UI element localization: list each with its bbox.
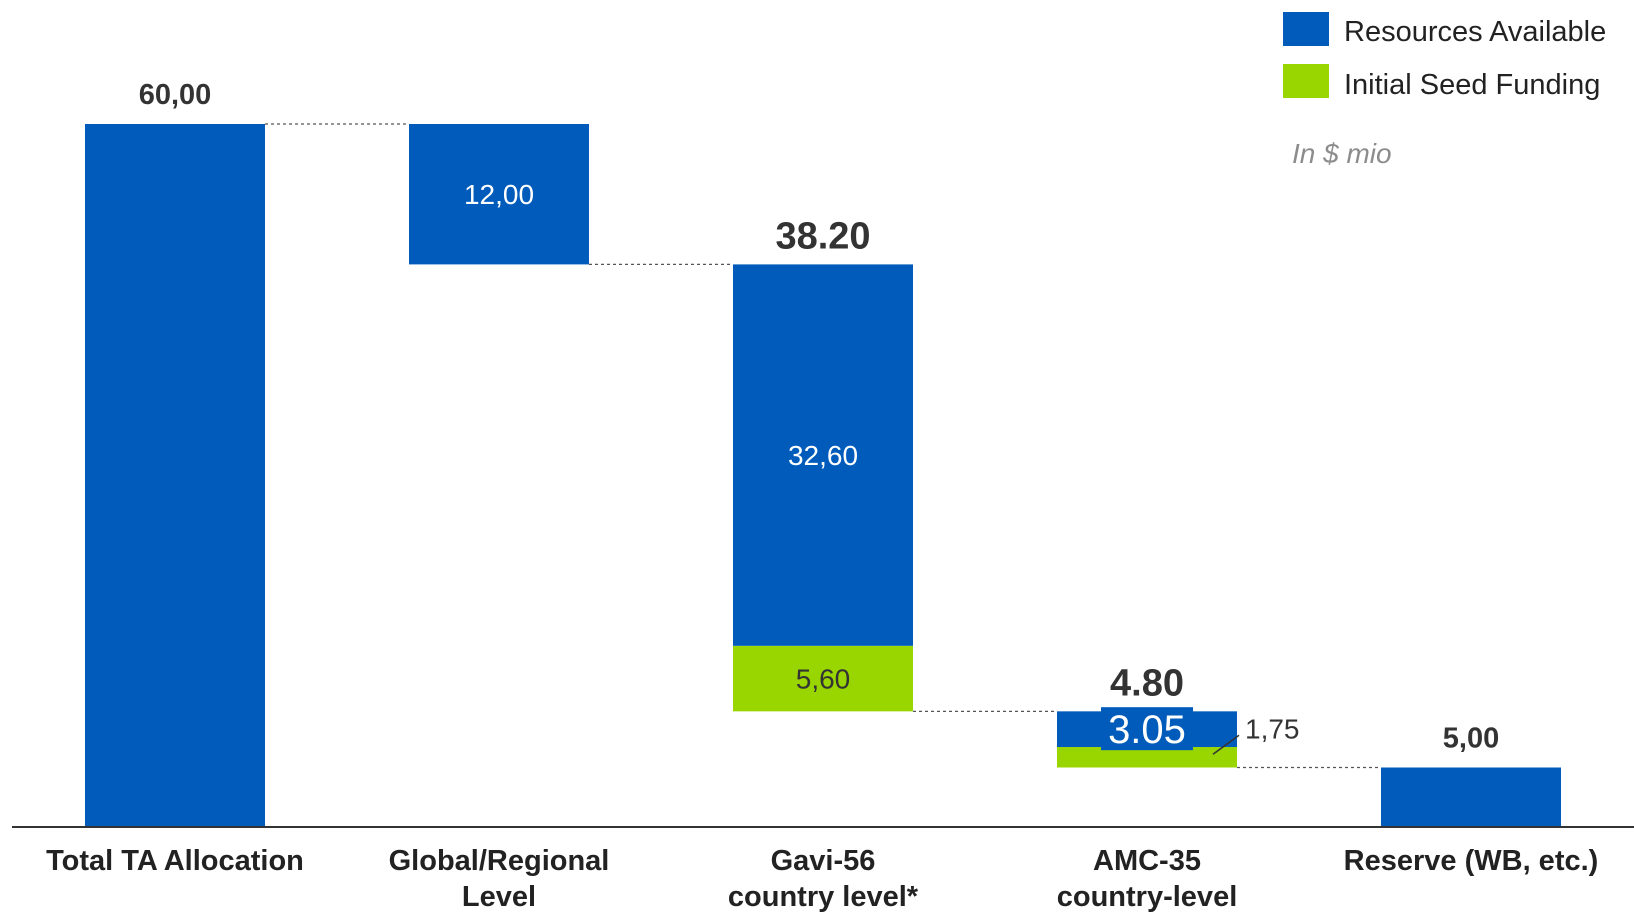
category-label: country level* (728, 881, 919, 913)
total-label: 5,00 (1443, 723, 1499, 755)
category-label: Level (462, 881, 536, 913)
legend-label-resources-available: Resources Available (1344, 16, 1606, 48)
segment-label-box (1101, 707, 1193, 751)
category-labels: Total TA Allocation Global/Regional Level G… (46, 845, 1598, 913)
legend-label-initial-seed-funding: Initial Seed Funding (1344, 69, 1600, 101)
value-labels: 60,00 12,00 5,60 32,60 38.20 1,75 3.054.80 5,00 (139, 79, 1499, 755)
bar-segment-0-0 (85, 124, 265, 826)
category-label: Global/Regional (389, 845, 610, 877)
segment-label: 3.05 (1108, 708, 1186, 752)
segment-label: 5,60 (796, 664, 851, 695)
category-label: Reserve (WB, etc.) (1344, 845, 1599, 877)
total-label: 38.20 (775, 215, 870, 257)
legend: Resources Available Initial Seed Funding (1283, 12, 1606, 101)
segment-label: 1,75 (1245, 713, 1300, 744)
bar-segment-1-0 (409, 124, 589, 265)
unit-note: In $ mio (1292, 138, 1392, 169)
bar-segments (85, 124, 1561, 826)
legend-swatch-initial-seed-funding (1283, 64, 1329, 98)
bar-segment-4-0 (1381, 767, 1561, 826)
legend-swatch-resources-available (1283, 12, 1329, 46)
total-label: 60,00 (139, 79, 212, 111)
bar-segment-2-1 (733, 264, 913, 646)
segment-label: 12,00 (464, 179, 534, 210)
category-label: country-level (1057, 881, 1238, 913)
leader-line (1212, 734, 1240, 755)
bar-segment-2-0 (733, 645, 913, 712)
category-label: Gavi-56 (771, 845, 876, 877)
segment-label: 32,60 (788, 440, 858, 471)
category-label: Total TA Allocation (46, 845, 304, 877)
category-label: AMC-35 (1093, 845, 1201, 877)
bar-segment-3-0 (1057, 747, 1237, 768)
total-label: 4.80 (1110, 662, 1184, 704)
connector-lines (265, 123, 1381, 769)
